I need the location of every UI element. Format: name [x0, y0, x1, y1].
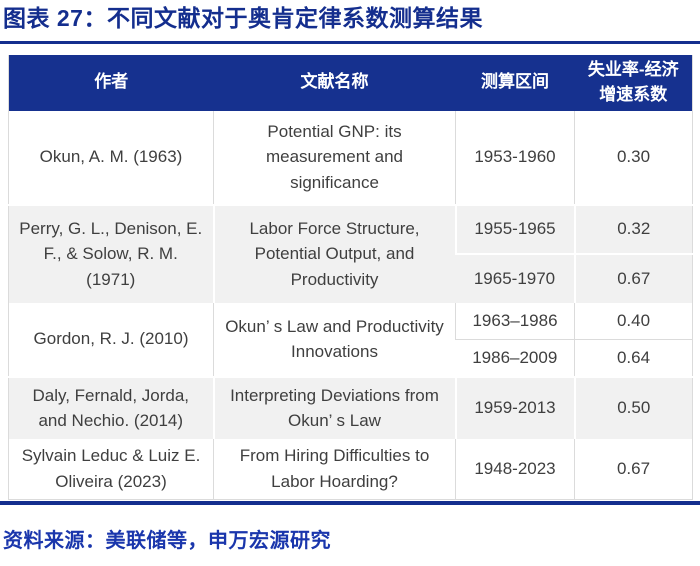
table-header-row: 作者 文献名称 测算区间 失业率-经济增速系数 — [8, 54, 693, 111]
header-author: 作者 — [8, 54, 214, 111]
okun-coefficient-table: 作者 文献名称 测算区间 失业率-经济增速系数 Okun, A. M. (196… — [8, 54, 693, 501]
header-literature: 文献名称 — [213, 54, 456, 111]
period-cell: 1965-1970 — [455, 252, 575, 303]
literature-cell: Interpreting Deviations from Okun’ s Law — [212, 375, 456, 439]
author-cell: Sylvain Leduc & Luiz E. Oliveira (2023) — [21, 446, 201, 491]
table-row-perry-2: 1965-1970 0.67 — [9, 252, 693, 303]
table-row-okun: Okun, A. M. (1963) Potential GNP: its me… — [9, 110, 693, 205]
literature-cell: Okun’ s Law and Productivity Innovations — [213, 302, 456, 377]
period-cell: 1963–1986 — [455, 302, 575, 341]
period-cell: 1948-2023 — [455, 438, 575, 500]
table-row-gordon-1: Gordon, R. J. (2010) Okun’ s Law and Pro… — [9, 302, 693, 377]
table-row-leduc: Sylvain Leduc & Luiz E. Oliveira (2023) … — [9, 438, 693, 500]
author-cell: Daly, Fernald, Jorda, and Nechio. (2014) — [8, 375, 214, 439]
period-cell: 1953-1960 — [455, 110, 575, 205]
coefficient-cell: 0.40 — [574, 302, 693, 341]
literature-cell: Potential GNP: its measurement and signi… — [213, 110, 456, 205]
table-row-perry-1: Perry, G. L., Denison, E. F., & Solow, R… — [8, 203, 693, 303]
source-note: 资料来源：美联储等，申万宏源研究 — [3, 530, 331, 553]
coefficient-cell: 0.67 — [573, 252, 693, 303]
author-cell: Gordon, R. J. (2010) — [33, 329, 189, 349]
author-cell: Okun, A. M. (1963) — [39, 147, 183, 167]
author-cell: Perry, G. L., Denison, E. F., & Solow, R… — [8, 203, 214, 303]
coefficient-cell: 0.32 — [573, 203, 693, 254]
period-cell: 1955-1965 — [454, 203, 575, 254]
coefficient-cell: 0.50 — [573, 375, 693, 439]
title-underline-rule — [0, 40, 700, 44]
period-cell: 1959-2013 — [454, 375, 575, 439]
coefficient-cell: 0.64 — [574, 339, 693, 377]
literature-cell: From Hiring Difficulties to Labor Hoardi… — [213, 438, 456, 500]
figure-title: 图表 27：不同文献对于奥肯定律系数测算结果 — [3, 5, 483, 31]
header-coefficient: 失业率-经济增速系数 — [574, 54, 693, 111]
coefficient-cell: 0.67 — [574, 438, 693, 500]
okun-coefficient-table-wrap: 作者 文献名称 测算区间 失业率-经济增速系数 Okun, A. M. (196… — [8, 54, 693, 501]
table-row-gordon-2: 1986–2009 0.64 — [9, 339, 693, 377]
table-bottom-rule — [0, 501, 700, 506]
literature-cell: Labor Force Structure, Potential Output,… — [212, 203, 456, 303]
period-cell: 1986–2009 — [472, 348, 558, 368]
coefficient-cell: 0.30 — [574, 110, 693, 205]
table-row-daly: Daly, Fernald, Jorda, and Nechio. (2014)… — [8, 375, 693, 439]
header-period: 测算区间 — [455, 54, 575, 111]
